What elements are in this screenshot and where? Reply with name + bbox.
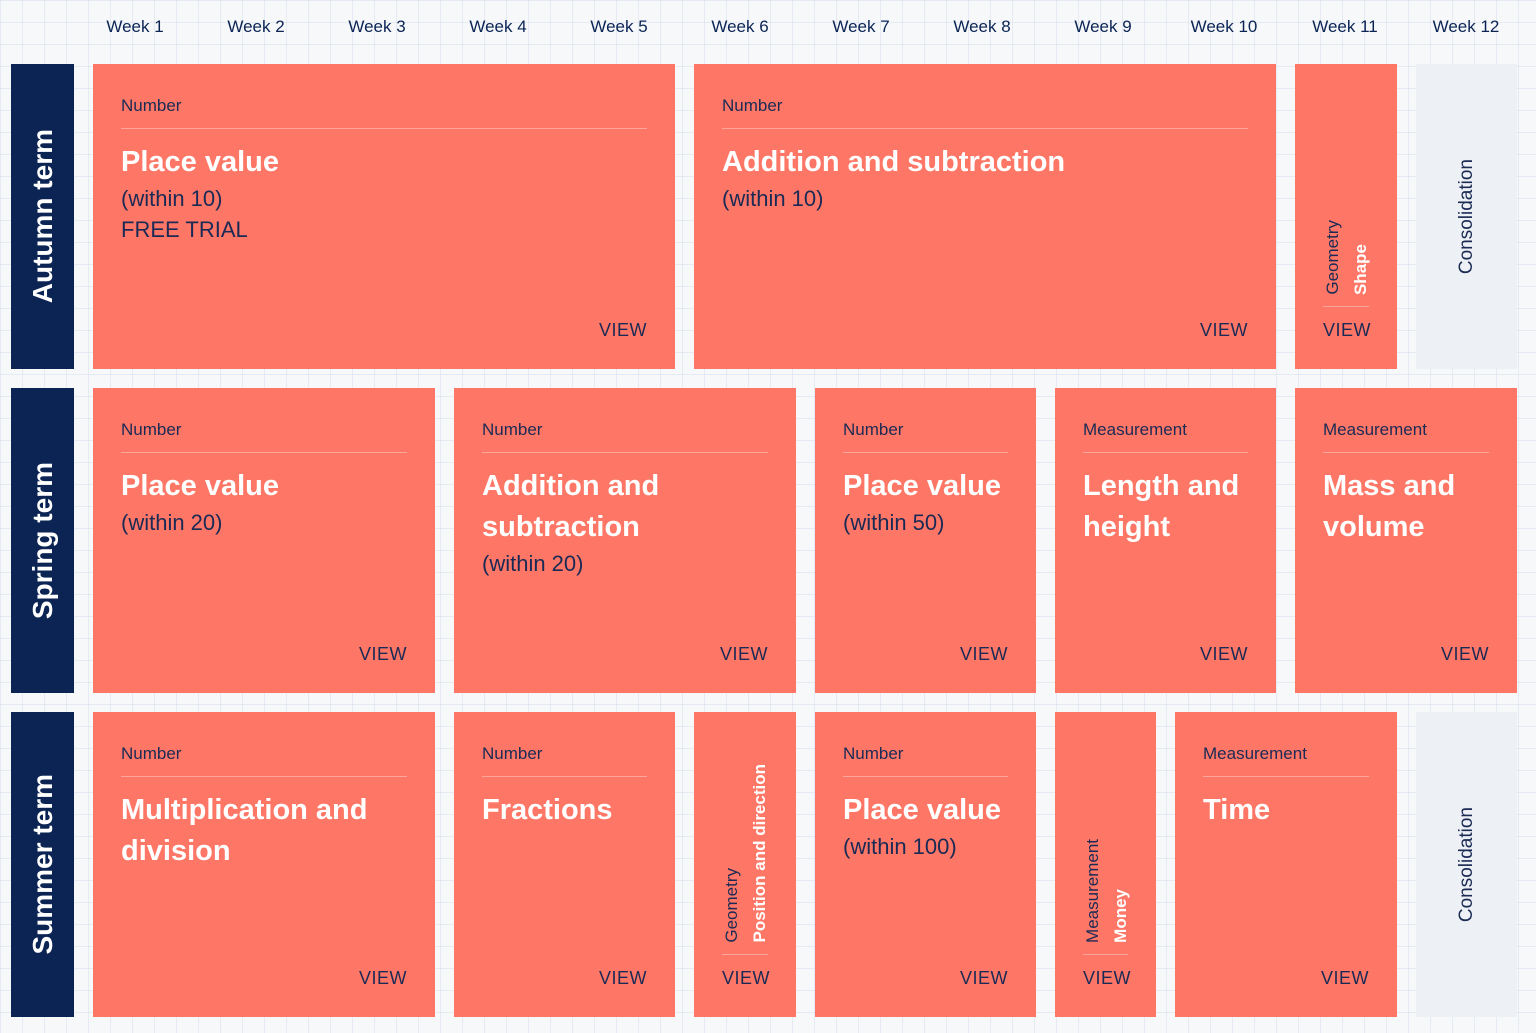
week-5-header: Week 5 — [590, 17, 648, 36]
card-title: Fractions — [482, 790, 655, 831]
card-category: Geometry — [722, 868, 741, 943]
card-title: Money — [1111, 889, 1130, 943]
view-link[interactable]: VIEW — [959, 644, 1008, 664]
week-8-header: Week 8 — [953, 17, 1011, 36]
autumn-addition-card[interactable]: Number Addition and subtraction (within … — [694, 64, 1276, 369]
card-category: Measurement — [1323, 420, 1489, 453]
view-link[interactable]: VIEW — [1083, 968, 1132, 988]
card-subtitle: (within 20) — [121, 510, 223, 535]
spring-mass-card[interactable]: Measurement Mass and volume VIEW — [1295, 388, 1517, 693]
summer-term-label: Summer term — [11, 712, 74, 1017]
card-subtitle: (within 10) — [121, 186, 223, 211]
card-title-text: Place value — [121, 470, 279, 502]
card-subtitle: (within 10) — [722, 186, 824, 211]
view-link[interactable]: VIEW — [358, 968, 407, 988]
card-category: Number — [843, 420, 1008, 453]
summer-money-card[interactable]: Measurement Money VIEW — [1055, 712, 1156, 1017]
view-link[interactable]: VIEW — [1199, 644, 1248, 664]
spring-place-value-card[interactable]: Number Place value (within 20) VIEW — [93, 388, 435, 693]
card-title-text: Length and height — [1083, 470, 1240, 543]
week-10-header: Week 10 — [1190, 17, 1258, 36]
spring-place-value-50-card[interactable]: Number Place value (within 50) VIEW — [815, 388, 1036, 693]
summer-fractions-card[interactable]: Number Fractions VIEW — [454, 712, 675, 1017]
autumn-term-text: Autumn term — [26, 129, 58, 304]
card-title-text: Multiplication and division — [121, 794, 368, 867]
summer-position-card[interactable]: Geometry Position and direction VIEW — [694, 712, 796, 1017]
spring-addition-card[interactable]: Number Addition and subtraction (within … — [454, 388, 796, 693]
view-link[interactable]: VIEW — [959, 968, 1008, 988]
card-subtitle: (within 100) — [843, 834, 957, 859]
card-title: Place value (within 20) — [121, 466, 415, 538]
spring-length-card[interactable]: Measurement Length and height VIEW — [1055, 388, 1276, 693]
card-category: Measurement — [1203, 744, 1369, 777]
summer-consolidation-block: Consolidation — [1416, 712, 1517, 1017]
view-link[interactable]: VIEW — [598, 320, 647, 340]
summer-place-value-100-card[interactable]: Number Place value (within 100) VIEW — [815, 712, 1036, 1017]
autumn-term-label: Autumn term — [11, 64, 74, 369]
card-title: Multiplication and division — [121, 790, 415, 872]
card-title-text: Addition and subtraction — [482, 470, 660, 543]
card-title: Place value (within 100) — [843, 790, 1016, 862]
card-title: Position and direction — [750, 764, 769, 943]
card-title: Mass and volume — [1323, 466, 1497, 548]
card-title-text: Mass and volume — [1323, 470, 1456, 543]
summer-term-text: Summer term — [26, 774, 58, 955]
card-title: Shape — [1351, 243, 1370, 295]
card-title: Addition and subtraction (within 20) — [482, 466, 776, 579]
card-title-text: Place value — [843, 470, 1001, 502]
card-category: Number — [121, 744, 407, 777]
week-9-header: Week 9 — [1074, 17, 1132, 36]
view-link[interactable]: VIEW — [598, 968, 647, 988]
card-divider — [1323, 306, 1369, 307]
week-7-header: Week 7 — [832, 17, 890, 36]
spring-term-text: Spring term — [26, 461, 58, 620]
view-link[interactable]: VIEW — [1323, 320, 1372, 340]
consolidation-label: Consolidation — [1455, 158, 1477, 275]
card-category: Number — [843, 744, 1008, 777]
view-link[interactable]: VIEW — [722, 968, 771, 988]
card-divider — [722, 954, 768, 955]
card-title: Addition and subtraction (within 10) — [722, 142, 1256, 214]
week-12-header: Week 12 — [1432, 17, 1500, 36]
view-link[interactable]: VIEW — [719, 644, 768, 664]
card-title-text: Fractions — [482, 794, 613, 826]
card-subtitle: (within 50) — [843, 510, 945, 535]
card-title: Length and height — [1083, 466, 1256, 548]
view-link[interactable]: VIEW — [1440, 644, 1489, 664]
card-category: Number — [722, 96, 1248, 129]
card-title: Place value (within 50) — [843, 466, 1016, 538]
card-title-text: Place value — [121, 146, 279, 178]
view-link[interactable]: VIEW — [358, 644, 407, 664]
card-category: Number — [121, 96, 647, 129]
autumn-shape-card[interactable]: Geometry Shape VIEW — [1295, 64, 1397, 369]
view-link[interactable]: VIEW — [1199, 320, 1248, 340]
card-category: Measurement — [1083, 839, 1102, 943]
summer-time-card[interactable]: Measurement Time VIEW — [1175, 712, 1397, 1017]
card-title-text: Addition and subtraction — [722, 146, 1066, 178]
free-trial-label: FREE TRIAL — [121, 217, 248, 242]
week-11-header: Week 11 — [1312, 17, 1378, 36]
week-4-header: Week 4 — [469, 17, 527, 36]
card-title-text: Place value — [843, 794, 1001, 826]
week-1-header: Week 1 — [106, 17, 164, 36]
card-category: Measurement — [1083, 420, 1248, 453]
week-2-header: Week 2 — [227, 17, 285, 36]
week-6-header: Week 6 — [711, 17, 769, 36]
card-category: Geometry — [1323, 220, 1342, 295]
card-title-text: Time — [1203, 794, 1271, 826]
consolidation-label: Consolidation — [1455, 806, 1477, 923]
card-divider — [1083, 954, 1128, 955]
week-3-header: Week 3 — [348, 17, 406, 36]
card-category: Number — [482, 420, 768, 453]
card-title: Place value (within 10) FREE TRIAL — [121, 142, 655, 245]
summer-multiplication-card[interactable]: Number Multiplication and division VIEW — [93, 712, 435, 1017]
card-subtitle: (within 20) — [482, 551, 584, 576]
autumn-place-value-card[interactable]: Number Place value (within 10) FREE TRIA… — [93, 64, 675, 369]
card-title: Time — [1203, 790, 1377, 831]
view-link[interactable]: VIEW — [1320, 968, 1369, 988]
card-category: Number — [482, 744, 647, 777]
card-category: Number — [121, 420, 407, 453]
spring-term-label: Spring term — [11, 388, 74, 693]
autumn-consolidation-block: Consolidation — [1416, 64, 1517, 369]
